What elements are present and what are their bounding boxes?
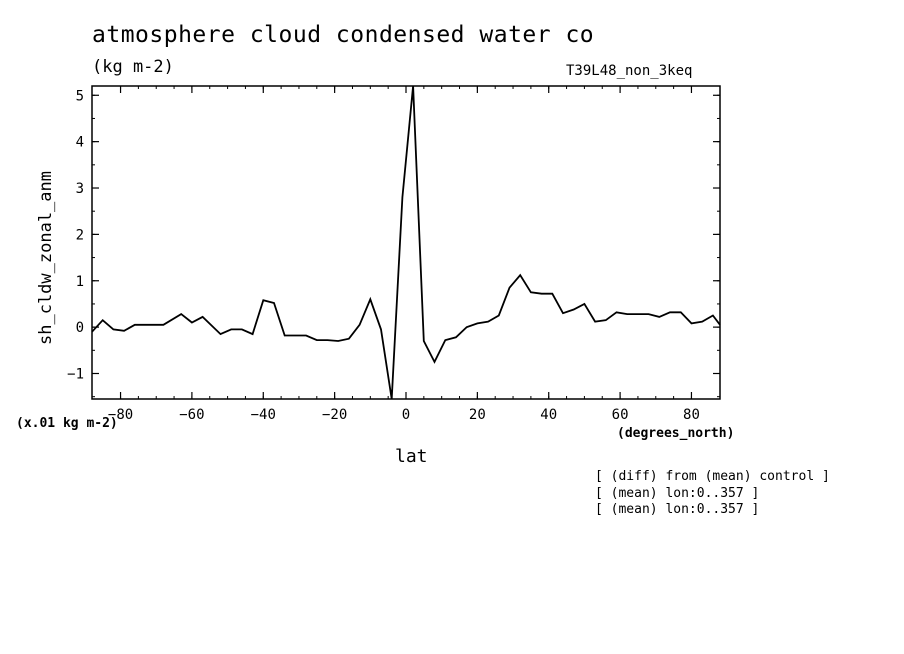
- y-tick-label: 2: [76, 227, 84, 243]
- y-tick-label: 5: [76, 88, 84, 104]
- x-tick-label: 20: [469, 407, 486, 423]
- x-tick-label: 60: [612, 407, 629, 423]
- experiment-label: T39L48_non_3keq: [566, 63, 693, 79]
- x-units-label: (degrees_north): [617, 426, 735, 441]
- x-tick-label: 80: [683, 407, 700, 423]
- plot-frame: [91, 85, 721, 400]
- y-tick-label: 4: [76, 135, 84, 151]
- note-line-mean-2: [ (mean) lon:0..357 ]: [595, 502, 760, 517]
- scale-note: (x.01 kg m-2): [16, 416, 118, 431]
- note-line-mean-1: [ (mean) lon:0..357 ]: [595, 486, 760, 501]
- data-line: [91, 85, 721, 400]
- x-tick-label: −80: [108, 407, 133, 423]
- x-axis-label: lat: [395, 446, 428, 467]
- x-tick-label: −60: [179, 407, 204, 423]
- note-line-diff: [ (diff) from (mean) control ]: [595, 469, 830, 484]
- x-tick-label: 0: [402, 407, 410, 423]
- y-tick-label: −1: [67, 366, 84, 382]
- units-label: (kg m-2): [92, 57, 174, 77]
- y-tick-label: 1: [76, 274, 84, 290]
- y-tick-label: 3: [76, 181, 84, 197]
- x-tick-label: 40: [540, 407, 557, 423]
- x-tick-label: −20: [322, 407, 347, 423]
- chart-title: atmosphere cloud condensed water co: [92, 22, 595, 48]
- x-tick-label: −40: [251, 407, 276, 423]
- y-tick-label: 0: [76, 320, 84, 336]
